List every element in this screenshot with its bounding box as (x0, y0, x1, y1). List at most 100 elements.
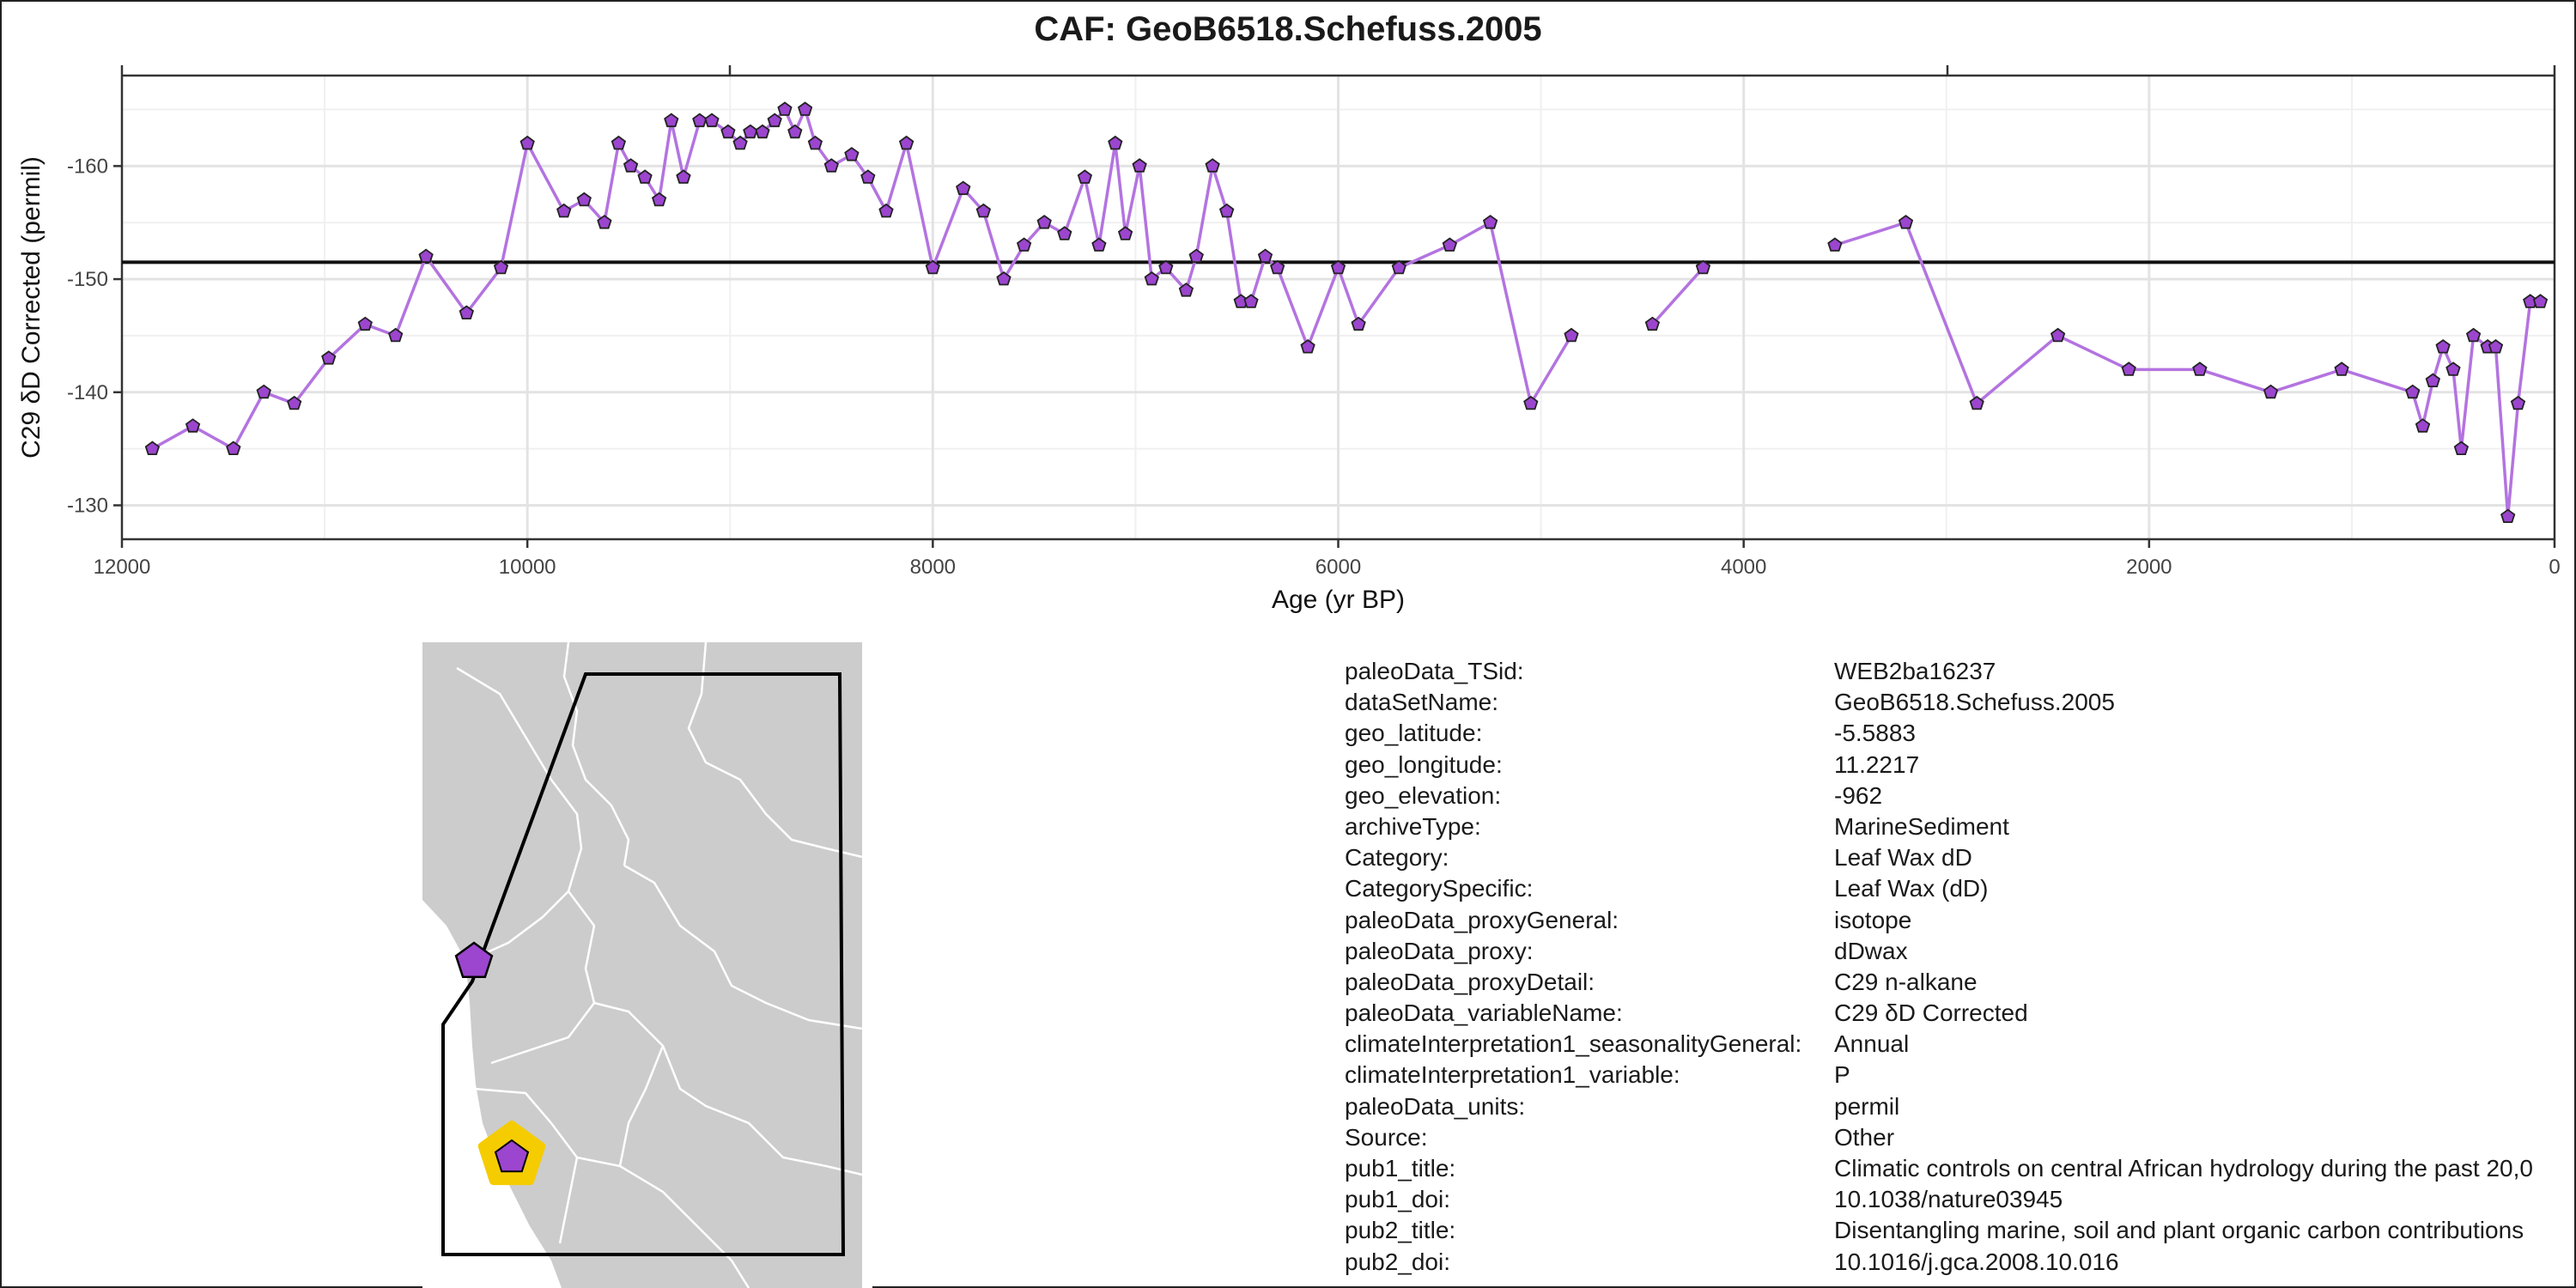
metadata-value: isotope (1834, 906, 1912, 933)
data-point (676, 169, 691, 184)
data-point (1091, 237, 1107, 252)
y-tick-label: -150 (67, 268, 108, 291)
data-point (1178, 283, 1194, 297)
metadata-key: pub1_doi: (1345, 1186, 1451, 1213)
data-point (1117, 226, 1133, 240)
data-point (2425, 373, 2441, 388)
metadata-value: MarineSediment (1834, 812, 2009, 840)
metadata-value: -5.5883 (1834, 720, 1916, 747)
data-point (2488, 338, 2504, 354)
metadata-row: pub1_title: Climatic controls on central … (1345, 1153, 2576, 1184)
data-point (823, 158, 839, 173)
metadata-row: geo_elevation: -962 (1345, 781, 2576, 811)
data-point (1243, 294, 1259, 308)
metadata-key: paleoData_proxy: (1345, 937, 1534, 964)
data-point (1218, 203, 1235, 218)
data-point (556, 203, 572, 218)
data-point (1132, 158, 1147, 173)
metadata-key: paleoData_TSid: (1345, 658, 1524, 684)
data-point (2405, 384, 2421, 399)
x-tick-label: 2000 (2126, 556, 2172, 579)
data-point (1270, 259, 1285, 275)
metadata-value: permil (1834, 1092, 1900, 1120)
metadata-table: paleoData_TSid: WEB2ba16237 dataSetName: Ge… (1345, 656, 2576, 1283)
data-point (1695, 259, 1711, 275)
data-point (2121, 361, 2136, 376)
data-point (755, 124, 770, 139)
metadata-value: 11.2217 (1834, 750, 1920, 778)
metadata-row: Source: Other (1345, 1122, 2576, 1153)
data-point (418, 248, 434, 264)
x-tick-label: 4000 (1721, 556, 1766, 579)
data-point (898, 135, 914, 150)
data-point (1300, 338, 1315, 354)
metadata-row: geo_longitude: 11.2217 (1345, 750, 2576, 781)
metadata-key: geo_longitude: (1345, 750, 1503, 778)
data-point (1482, 215, 1498, 229)
metadata-key: CategorySpecific: (1345, 875, 1534, 902)
metadata-row: geo_latitude: -5.5883 (1345, 718, 2576, 749)
series-line (1834, 221, 2541, 517)
x-tick-label: 12000 (94, 556, 151, 579)
data-point (1188, 248, 1204, 264)
line-chart: 12000 10000 8000 6000 4000 2000 0 -160 -150 -140 -… (17, 65, 2561, 614)
data-point (637, 169, 653, 184)
data-point (2435, 338, 2451, 354)
metadata-value: -962 (1834, 781, 1883, 809)
data-point (2192, 361, 2208, 376)
y-tick-label: -160 (67, 155, 108, 178)
data-point (321, 350, 337, 365)
data-point (1016, 237, 1032, 252)
data-point (357, 316, 373, 331)
location-map (422, 642, 872, 1288)
data-point (975, 203, 992, 218)
x-axis-title: Age (yr BP) (1272, 586, 1405, 614)
metadata-row: pub2_title: Disentangling marine, soil an… (1345, 1215, 2576, 1246)
y-tick-label: -140 (67, 381, 108, 404)
metadata-key: archiveType: (1345, 812, 1481, 840)
data-point (1057, 226, 1072, 240)
data-point (1144, 270, 1159, 286)
metadata-value: Climatic controls on central African hyd… (1834, 1155, 2533, 1182)
y-tick-label: -130 (67, 494, 108, 517)
data-point (2510, 395, 2526, 410)
data-point (2465, 327, 2482, 343)
series (122, 101, 2555, 523)
data-point (2445, 361, 2461, 376)
data-point (1523, 395, 1539, 410)
data-point (493, 259, 509, 275)
data-point (1205, 158, 1220, 173)
metadata-row: paleoData_TSid: WEB2ba16237 (1345, 656, 2576, 687)
data-point (1036, 215, 1052, 229)
metadata-key: pub2_doi: (1345, 1248, 1451, 1275)
data-point (743, 124, 758, 139)
data-point (767, 112, 782, 128)
data-point (1644, 316, 1661, 331)
axis-labels: 12000 10000 8000 6000 4000 2000 0 -160 -150 -140 -… (17, 155, 2561, 614)
data-point (777, 101, 793, 116)
data-point (388, 327, 404, 343)
axes (113, 65, 2556, 548)
metadata-key: climateInterpretation1_seasonalityGenera… (1345, 1030, 1802, 1058)
gridlines (122, 76, 2555, 539)
metadata-key: Category: (1345, 844, 1449, 872)
highlighted-site-marker (477, 1121, 546, 1186)
metadata-value: C29 n-alkane (1834, 968, 1978, 995)
metadata-value: Leaf Wax dD (1834, 844, 1972, 872)
metadata-row: Category: Leaf Wax dD (1345, 842, 2576, 873)
data-point (2334, 361, 2349, 376)
metadata-key: dataSetName: (1345, 689, 1498, 716)
metadata-value: Disentangling marine, soil and plant org… (1834, 1217, 2524, 1244)
data-point (787, 124, 803, 139)
x-tick-label: 10000 (499, 556, 556, 579)
data-point (519, 135, 535, 150)
metadata-key: pub1_title: (1345, 1155, 1456, 1182)
data-point (860, 169, 876, 184)
data-point (287, 395, 302, 410)
metadata-key: paleoData_units: (1345, 1092, 1526, 1120)
data-point (1330, 259, 1346, 275)
metadata-value: Annual (1834, 1030, 1910, 1058)
data-point (144, 440, 161, 455)
metadata-value: Leaf Wax (dD) (1834, 875, 1989, 902)
